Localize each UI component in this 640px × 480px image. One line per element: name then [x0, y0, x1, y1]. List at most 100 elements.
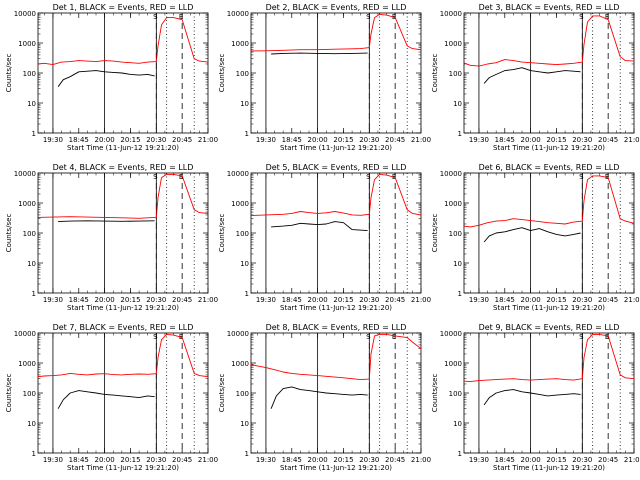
y-tick-label: 10: [453, 100, 462, 108]
x-tick-label: 19:30: [43, 296, 63, 304]
y-tick-label: 1000: [231, 40, 249, 48]
x-tick-label: 20:15: [120, 456, 140, 464]
y-axis-label: Counts/sec: [431, 54, 439, 93]
x-tick-label: 20:30: [146, 456, 166, 464]
flag-label: S: [579, 173, 584, 181]
x-tick-label: 20:00: [521, 136, 541, 144]
x-tick-label: 20:00: [308, 136, 328, 144]
y-axis-label: Counts/sec: [218, 214, 226, 253]
x-axis-label: Start Time (11-Jun-12 19:21:20): [493, 304, 605, 312]
x-tick-label: 21:00: [198, 136, 218, 144]
flag-label: S: [153, 333, 158, 341]
y-tick-label: 1000: [18, 40, 36, 48]
chart-title: Det 2, BLACK = Events, RED = LLD: [266, 3, 407, 12]
x-tick-label: 19:30: [469, 456, 489, 464]
chart-title: Det 9, BLACK = Events, RED = LLD: [479, 323, 620, 332]
flag-label: S: [366, 173, 371, 181]
events-series-line: [57, 390, 155, 409]
x-tick-label: 20:00: [95, 456, 115, 464]
x-tick-label: 20:15: [546, 456, 566, 464]
x-tick-label: 18:45: [69, 296, 89, 304]
x-tick-label: 21:00: [624, 136, 640, 144]
x-tick-label: 20:45: [385, 456, 405, 464]
y-tick-label: 1: [32, 290, 36, 298]
lld-series-line: [250, 333, 422, 381]
x-tick-label: 20:15: [120, 136, 140, 144]
x-tick-label: 21:00: [411, 456, 431, 464]
chart-panel-3: Det 3, BLACK = Events, RED = LLD 1 10 100 10…: [431, 3, 640, 152]
flag-label: E: [179, 173, 183, 181]
chart-title: Det 8, BLACK = Events, RED = LLD: [266, 323, 407, 332]
y-tick-label: 10000: [14, 330, 36, 338]
lld-series-line: [37, 173, 209, 219]
x-tick-label: 20:00: [521, 296, 541, 304]
lld-series-line: [250, 173, 422, 217]
x-tick-label: 19:30: [43, 456, 63, 464]
x-tick-label: 20:30: [572, 136, 592, 144]
x-tick-label: 20:00: [308, 456, 328, 464]
x-axis-label: Start Time (11-Jun-12 19:21:20): [280, 304, 392, 312]
x-axis-label: Start Time (11-Jun-12 19:21:20): [67, 304, 179, 312]
y-tick-label: 1: [245, 450, 249, 458]
events-series-line: [483, 227, 581, 243]
y-tick-label: 10000: [227, 10, 249, 18]
lld-series-line: [37, 17, 209, 66]
y-tick-label: 10: [240, 100, 249, 108]
y-axis-label: Counts/sec: [218, 54, 226, 93]
chart-panel-7: Det 7, BLACK = Events, RED = LLD 1 10 100 10…: [5, 323, 218, 472]
y-tick-label: 10000: [440, 330, 462, 338]
y-tick-label: 1000: [444, 200, 462, 208]
x-tick-label: 21:00: [411, 136, 431, 144]
lld-series-line: [463, 15, 635, 67]
y-tick-label: 1: [458, 450, 462, 458]
chart-title: Det 5, BLACK = Events, RED = LLD: [266, 163, 407, 172]
events-series-line: [270, 386, 368, 409]
y-tick-label: 1000: [18, 360, 36, 368]
y-tick-label: 100: [23, 70, 36, 78]
y-axis-label: Counts/sec: [431, 214, 439, 253]
x-tick-label: 20:15: [546, 296, 566, 304]
x-axis-label: Start Time (11-Jun-12 19:21:20): [280, 464, 392, 472]
x-tick-label: 20:15: [546, 136, 566, 144]
x-tick-label: 21:00: [411, 296, 431, 304]
y-tick-label: 100: [236, 70, 249, 78]
x-tick-label: 19:30: [43, 136, 63, 144]
chart-title: Det 1, BLACK = Events, RED = LLD: [53, 3, 194, 12]
x-tick-label: 20:30: [359, 456, 379, 464]
y-tick-label: 1000: [231, 200, 249, 208]
x-tick-label: 18:45: [282, 296, 302, 304]
chart-title: Det 3, BLACK = Events, RED = LLD: [479, 3, 620, 12]
flag-label: E: [605, 333, 609, 341]
y-tick-label: 10000: [14, 170, 36, 178]
chart-title: Det 7, BLACK = Events, RED = LLD: [53, 323, 194, 332]
y-tick-label: 100: [449, 230, 462, 238]
x-tick-label: 20:30: [572, 456, 592, 464]
x-tick-label: 20:45: [172, 296, 192, 304]
y-tick-label: 10000: [440, 170, 462, 178]
x-tick-label: 21:00: [198, 296, 218, 304]
flag-label: S: [579, 333, 584, 341]
y-tick-label: 1: [245, 290, 249, 298]
x-tick-label: 19:30: [469, 296, 489, 304]
y-tick-label: 1000: [444, 360, 462, 368]
x-tick-label: 19:30: [256, 296, 276, 304]
y-tick-label: 1: [32, 130, 36, 138]
x-tick-label: 19:30: [469, 136, 489, 144]
events-series-line: [271, 221, 368, 232]
x-axis-label: Start Time (11-Jun-12 19:21:20): [67, 144, 179, 152]
y-tick-label: 10000: [227, 170, 249, 178]
x-tick-label: 18:45: [495, 136, 515, 144]
y-tick-label: 10: [27, 420, 36, 428]
events-series-line: [483, 67, 581, 84]
x-tick-label: 18:45: [495, 456, 515, 464]
y-tick-label: 1000: [231, 360, 249, 368]
chart-panel-6: Det 6, BLACK = Events, RED = LLD 1 10 100 10…: [431, 163, 640, 312]
y-tick-label: 10000: [440, 10, 462, 18]
chart-title: Det 6, BLACK = Events, RED = LLD: [479, 163, 620, 172]
x-tick-label: 20:30: [359, 136, 379, 144]
y-tick-label: 100: [449, 390, 462, 398]
x-tick-label: 20:45: [598, 136, 618, 144]
chart-title: Det 4, BLACK = Events, RED = LLD: [53, 163, 194, 172]
chart-panel-8: Det 8, BLACK = Events, RED = LLD 1 10 100 10…: [218, 323, 431, 472]
x-tick-label: 21:00: [624, 296, 640, 304]
